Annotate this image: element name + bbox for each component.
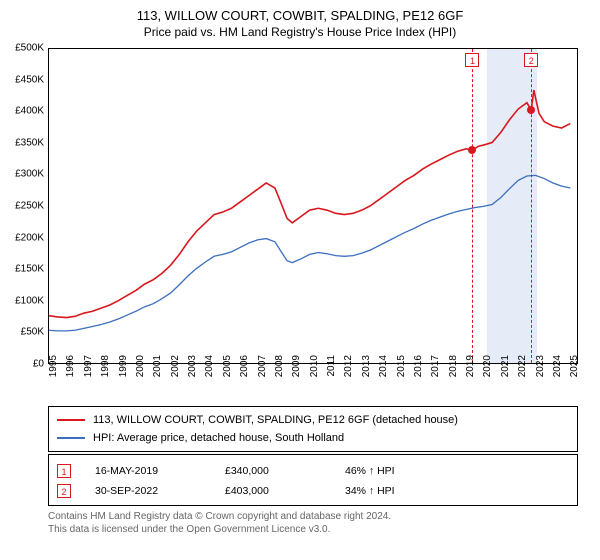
x-axis-label: 2019 [465, 355, 476, 385]
legend-row: HPI: Average price, detached house, Sout… [57, 429, 569, 447]
x-axis-label: 2005 [222, 355, 233, 385]
sale-marker-dot [468, 146, 476, 154]
sale-marker-box: 2 [524, 53, 538, 67]
x-axis-label: 1995 [48, 355, 59, 385]
y-axis-label: £400K [4, 106, 44, 117]
x-axis-label: 2001 [152, 355, 163, 385]
footer-line-2: This data is licensed under the Open Gov… [48, 523, 391, 536]
x-axis-label: 2012 [343, 355, 354, 385]
chart-lines [49, 49, 577, 363]
x-axis-label: 2020 [482, 355, 493, 385]
legend-row: 113, WILLOW COURT, COWBIT, SPALDING, PE1… [57, 411, 569, 429]
y-axis-label: £150K [4, 264, 44, 275]
legend-swatch [57, 437, 85, 439]
x-axis-label: 2004 [204, 355, 215, 385]
x-axis-label: 2024 [552, 355, 563, 385]
sales-row: 1 16-MAY-2019£340,00046% ↑ HPI [57, 461, 569, 481]
x-axis-label: 2003 [187, 355, 198, 385]
y-axis-label: £300K [4, 169, 44, 180]
x-axis-label: 2000 [135, 355, 146, 385]
sale-marker-line [472, 49, 473, 363]
y-axis-label: £250K [4, 201, 44, 212]
legend: 113, WILLOW COURT, COWBIT, SPALDING, PE1… [48, 406, 578, 452]
x-axis-label: 2018 [448, 355, 459, 385]
x-axis-label: 2022 [517, 355, 528, 385]
x-axis-label: 2025 [569, 355, 580, 385]
sales-row: 2 30-SEP-2022£403,00034% ↑ HPI [57, 481, 569, 501]
x-axis-label: 1998 [100, 355, 111, 385]
x-axis-label: 1997 [83, 355, 94, 385]
chart-title: 113, WILLOW COURT, COWBIT, SPALDING, PE1… [0, 0, 600, 23]
x-axis-label: 2010 [309, 355, 320, 385]
x-axis-label: 2007 [257, 355, 268, 385]
legend-swatch [57, 419, 85, 421]
sale-delta: 46% ↑ HPI [345, 465, 485, 477]
sale-price: £340,000 [225, 465, 345, 477]
sale-index-box: 2 [57, 484, 71, 498]
y-axis-label: £200K [4, 232, 44, 243]
y-axis-label: £0 [4, 359, 44, 370]
chart-subtitle: Price paid vs. HM Land Registry's House … [0, 23, 600, 39]
sale-index-box: 1 [57, 464, 71, 478]
y-axis-label: £100K [4, 295, 44, 306]
legend-text: 113, WILLOW COURT, COWBIT, SPALDING, PE1… [93, 414, 458, 426]
x-axis-label: 2023 [535, 355, 546, 385]
sale-marker-line [531, 49, 532, 363]
x-axis-label: 1999 [118, 355, 129, 385]
x-axis-label: 2016 [413, 355, 424, 385]
sale-date: 16-MAY-2019 [95, 465, 225, 477]
y-axis-label: £500K [4, 43, 44, 54]
x-axis-label: 2008 [274, 355, 285, 385]
legend-text: HPI: Average price, detached house, Sout… [93, 432, 344, 444]
y-axis-label: £350K [4, 137, 44, 148]
y-axis-label: £450K [4, 74, 44, 85]
x-axis-label: 2021 [500, 355, 511, 385]
x-axis-label: 2006 [239, 355, 250, 385]
sale-date: 30-SEP-2022 [95, 485, 225, 497]
x-axis-label: 2013 [361, 355, 372, 385]
series-line-hpi [49, 175, 570, 330]
sale-marker-dot [527, 106, 535, 114]
x-axis-label: 2017 [430, 355, 441, 385]
x-axis-label: 2009 [291, 355, 302, 385]
x-axis-label: 2015 [396, 355, 407, 385]
x-axis-label: 1996 [65, 355, 76, 385]
x-axis-label: 2002 [170, 355, 181, 385]
sale-delta: 34% ↑ HPI [345, 485, 485, 497]
x-axis-label: 2011 [326, 355, 337, 385]
sale-marker-box: 1 [465, 53, 479, 67]
footer-line-1: Contains HM Land Registry data © Crown c… [48, 510, 391, 523]
x-axis-label: 2014 [378, 355, 389, 385]
sales-table: 1 16-MAY-2019£340,00046% ↑ HPI 2 30-SEP-202… [48, 454, 578, 506]
y-axis-label: £50K [4, 327, 44, 338]
chart-plot-area: 12 [48, 48, 578, 364]
footer-attribution: Contains HM Land Registry data © Crown c… [48, 510, 391, 536]
sale-price: £403,000 [225, 485, 345, 497]
